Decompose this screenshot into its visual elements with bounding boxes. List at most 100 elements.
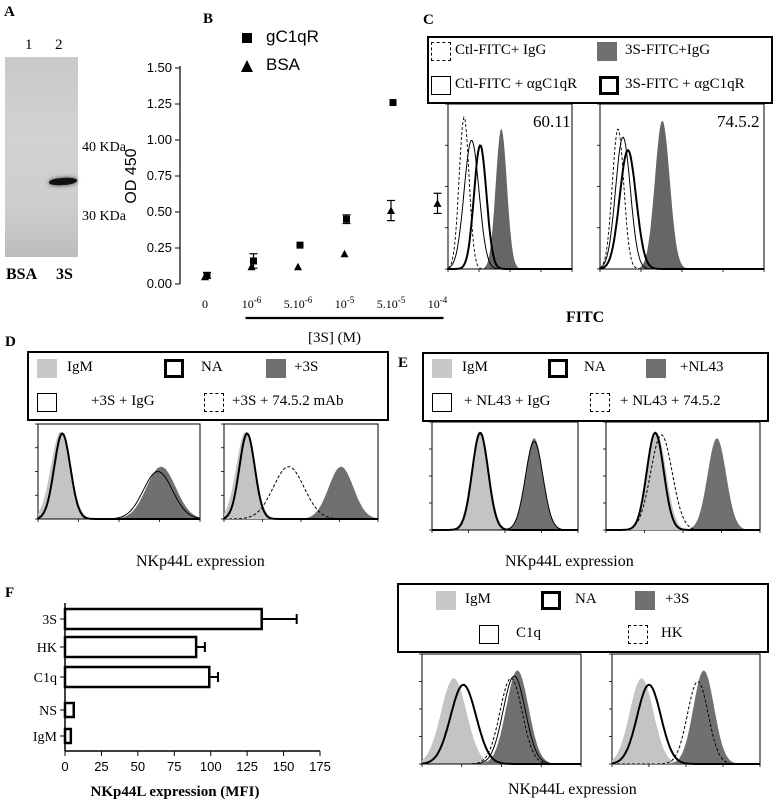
legend-d-swatch-1 — [37, 359, 57, 378]
y-tick-label: 1.00 — [147, 132, 172, 147]
od450-scatter-chart: 0.00 0.25 0.50 0.75 1.00 1.25 1.50 OD 450 0 10-6 5… — [123, 60, 448, 346]
fill-3s — [422, 670, 581, 764]
histogram-frame — [431, 421, 579, 531]
panel-c-label: C — [423, 12, 434, 28]
legend-f-item-3: +3S — [665, 591, 690, 607]
lane-2-label: 2 — [55, 37, 63, 53]
fill-nl43 — [606, 438, 760, 530]
fill-igm — [606, 432, 760, 530]
f-bar — [63, 607, 263, 631]
line-na — [37, 432, 200, 520]
panel-f-legend: IgM NA +3S C1q HK — [397, 583, 769, 653]
fitc-axis-label: FITC — [566, 309, 605, 326]
f-x-tick-label: 50 — [131, 759, 145, 774]
panel-d-legend: IgM NA +3S +3S + IgG +3S + 74.5.2 mAb — [27, 351, 389, 421]
line-3s-igg — [38, 470, 201, 520]
bsa-point — [433, 199, 442, 207]
legend-f-item-2: NA — [575, 591, 597, 607]
blot-band — [48, 177, 78, 186]
f-x-tick-label: 75 — [167, 759, 181, 774]
gc1qr-point — [250, 257, 257, 265]
f-x-tick-label: 0 — [61, 759, 68, 774]
legend-triangle-marker — [241, 60, 253, 72]
legend-f-item-5: HK — [661, 625, 683, 641]
legend-c-swatch-1 — [431, 42, 451, 61]
bsa-point — [201, 272, 209, 281]
legend-e-swatch-4 — [432, 393, 452, 412]
legend-f-item-4: C1q — [516, 625, 542, 641]
panel-f-label: F — [5, 585, 15, 601]
legend-e-item-1: IgM — [462, 359, 488, 375]
f-bar — [63, 701, 75, 719]
fill-3s — [612, 670, 760, 764]
fill-3s-igg — [448, 128, 572, 269]
histogram-e-right — [603, 421, 761, 533]
marker-40kda: 40 KDa — [82, 140, 126, 155]
legend-d-swatch-4 — [37, 393, 57, 412]
marker-30kda: 30 KDa — [82, 209, 126, 224]
legend-e-swatch-2 — [548, 359, 568, 378]
legend-d-swatch-2 — [164, 359, 184, 378]
sample-bsa: BSA — [6, 266, 38, 283]
panel-f-histogram-xlabel: NKp44L expression — [508, 781, 637, 798]
panel-e-legend: IgM NA +NL43 + NL43 + IgG + NL43 + 74.5.… — [422, 352, 769, 422]
legend-e-item-5: + NL43 + 74.5.2 — [620, 393, 721, 409]
f-bar — [63, 635, 198, 659]
label-74-5-2: 74.5.2 — [717, 112, 760, 131]
f-category-label: NS — [39, 704, 57, 719]
lane-1-label: 1 — [25, 37, 33, 53]
legend-gc1qr: gC1qR — [266, 27, 319, 46]
gc1qr-point — [203, 271, 211, 279]
f-bar — [63, 727, 73, 745]
histogram-c-left — [445, 103, 573, 272]
x-tick-label: 10-4 — [428, 295, 448, 311]
legend-c-swatch-3 — [431, 76, 451, 95]
x-tick-label: 5.10-6 — [284, 295, 313, 311]
gc1qr-point — [343, 215, 350, 223]
gc1qr-point — [296, 241, 304, 249]
histogram-f-left — [419, 653, 582, 767]
legend-d-item-5: +3S + 74.5.2 mAb — [232, 393, 344, 409]
legend-d-item-2: NA — [201, 359, 223, 375]
legend-c-swatch-2 — [597, 42, 617, 61]
y-tick-label: 1.50 — [147, 60, 172, 75]
f-category-label: 3S — [42, 613, 57, 628]
histogram-frame — [605, 421, 761, 531]
legend-d-item-3: +3S — [294, 359, 319, 375]
histogram-c-right — [597, 103, 765, 272]
f-category-label: IgM — [33, 730, 58, 745]
legend-d-swatch-5 — [204, 393, 224, 412]
f-x-tick-label: 175 — [309, 759, 331, 774]
line-na — [421, 683, 581, 765]
legend-d-swatch-3 — [266, 359, 286, 378]
y-axis-label: OD 450 — [123, 148, 140, 203]
mfi-bar-chart: 0 25 50 75 100 125 150 175 3S HK C1q NS IgM NKp44L ex… — [33, 603, 331, 800]
f-bar — [63, 665, 211, 689]
fill-igm — [422, 678, 581, 764]
legend-e-item-4: + NL43 + IgG — [464, 393, 551, 409]
gc1qr-point — [389, 99, 397, 107]
fill-3s — [38, 466, 200, 519]
x-tick-label: 10-5 — [335, 295, 355, 311]
legend-d-item-4: +3S + IgG — [91, 393, 155, 409]
bsa-point — [294, 262, 302, 271]
f-x-tick-label: 125 — [236, 759, 258, 774]
histogram-d-right — [221, 423, 379, 522]
f-x-tick-label: 100 — [200, 759, 222, 774]
fill-igm — [224, 431, 378, 519]
f-category-label: C1q — [34, 671, 57, 686]
panel-e-xlabel: NKp44L expression — [505, 553, 634, 570]
x-tick-label: 5.10-5 — [377, 295, 406, 311]
x-tick-label: 10-6 — [242, 295, 262, 311]
fill-igm — [38, 431, 200, 519]
x-tick-label: 0 — [202, 297, 208, 311]
panel-a-label: A — [4, 4, 15, 20]
line-na — [606, 431, 760, 531]
legend-c-swatch-4 — [599, 76, 619, 95]
legend-f-swatch-1 — [436, 591, 456, 610]
bsa-point — [247, 262, 256, 271]
legend-square-marker — [242, 33, 252, 43]
y-tick-label: 0.75 — [147, 168, 172, 183]
y-tick-label: 0.00 — [147, 276, 172, 291]
bsa-point — [340, 249, 349, 258]
